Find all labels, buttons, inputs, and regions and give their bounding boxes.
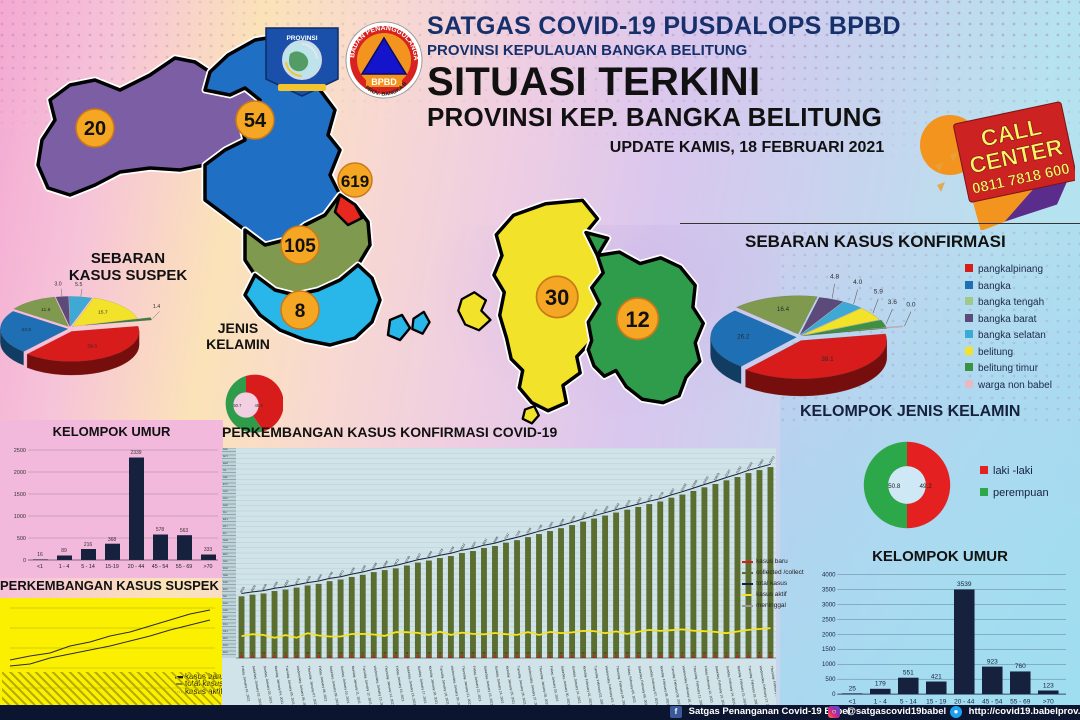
svg-text:BPBD: BPBD — [371, 77, 397, 87]
svg-text:8: 8 — [295, 301, 306, 322]
svg-text:23.6: 23.6 — [22, 327, 32, 333]
svg-text:4.8: 4.8 — [830, 274, 839, 281]
svg-text:>70: >70 — [204, 564, 213, 570]
svg-text:1 - 4: 1 - 4 — [59, 564, 70, 570]
svg-text:49.3: 49.3 — [254, 403, 263, 408]
svg-text:50.8: 50.8 — [888, 483, 901, 490]
svg-text:5.5: 5.5 — [75, 282, 82, 288]
svg-text:5 - 14: 5 - 14 — [81, 564, 95, 570]
svg-text:2500: 2500 — [14, 448, 26, 454]
svg-text:2339: 2339 — [130, 450, 141, 456]
svg-text:49.2: 49.2 — [920, 483, 933, 490]
svg-text:0: 0 — [23, 558, 26, 564]
svg-text:54: 54 — [244, 110, 267, 132]
svg-text:2000: 2000 — [822, 632, 836, 638]
svg-text:20: 20 — [84, 118, 106, 140]
svg-text:16.4: 16.4 — [777, 306, 790, 313]
svg-text:0.0: 0.0 — [906, 301, 915, 308]
svg-text:16: 16 — [37, 552, 43, 558]
svg-text:4.0: 4.0 — [853, 279, 862, 286]
svg-text:923: 923 — [987, 658, 998, 665]
svg-text:2000: 2000 — [14, 470, 26, 476]
svg-text:5.9: 5.9 — [874, 288, 883, 295]
svg-text:760: 760 — [1015, 663, 1026, 670]
svg-text:500: 500 — [17, 536, 26, 542]
svg-text:0: 0 — [832, 692, 836, 698]
svg-text:3.0: 3.0 — [54, 282, 61, 288]
svg-text:105: 105 — [284, 236, 316, 257]
svg-text:2500: 2500 — [822, 617, 836, 623]
svg-text:368: 368 — [108, 537, 117, 543]
svg-text:421: 421 — [931, 673, 942, 680]
svg-text:123: 123 — [1043, 683, 1054, 690]
svg-text:25: 25 — [849, 685, 857, 692]
svg-text:55 - 69: 55 - 69 — [176, 564, 193, 570]
svg-text:3500: 3500 — [822, 587, 836, 593]
svg-text:50.7: 50.7 — [233, 403, 242, 408]
svg-text:216: 216 — [84, 542, 93, 548]
svg-text:1.4: 1.4 — [153, 304, 160, 310]
svg-text:11.8: 11.8 — [41, 307, 50, 313]
svg-text:39.1: 39.1 — [821, 356, 834, 363]
svg-text:89: 89 — [61, 548, 67, 554]
svg-text:12: 12 — [626, 307, 650, 332]
svg-text:<1: <1 — [37, 564, 43, 570]
svg-text:3000: 3000 — [822, 602, 836, 608]
svg-text:551: 551 — [903, 670, 914, 677]
svg-text:3539: 3539 — [957, 581, 972, 588]
svg-text:1500: 1500 — [822, 647, 836, 653]
svg-text:563: 563 — [180, 528, 189, 534]
svg-text:4000: 4000 — [822, 573, 836, 579]
svg-text:39.3: 39.3 — [87, 344, 97, 350]
svg-text:1000: 1000 — [14, 514, 26, 520]
svg-text:26.2: 26.2 — [737, 333, 750, 340]
svg-text:619: 619 — [341, 172, 369, 191]
svg-text:45 - 54: 45 - 54 — [152, 564, 169, 570]
svg-text:15-19: 15-19 — [105, 564, 119, 570]
svg-text:500: 500 — [825, 677, 836, 683]
svg-text:578: 578 — [156, 527, 165, 533]
svg-text:1500: 1500 — [14, 492, 26, 498]
svg-text:20 - 44: 20 - 44 — [128, 564, 145, 570]
svg-text:3.6: 3.6 — [888, 299, 897, 306]
svg-text:333: 333 — [204, 547, 213, 553]
svg-text:1000: 1000 — [822, 662, 836, 668]
svg-text:15.7: 15.7 — [98, 310, 108, 316]
svg-text:30: 30 — [545, 285, 569, 310]
svg-text:179: 179 — [875, 681, 886, 688]
